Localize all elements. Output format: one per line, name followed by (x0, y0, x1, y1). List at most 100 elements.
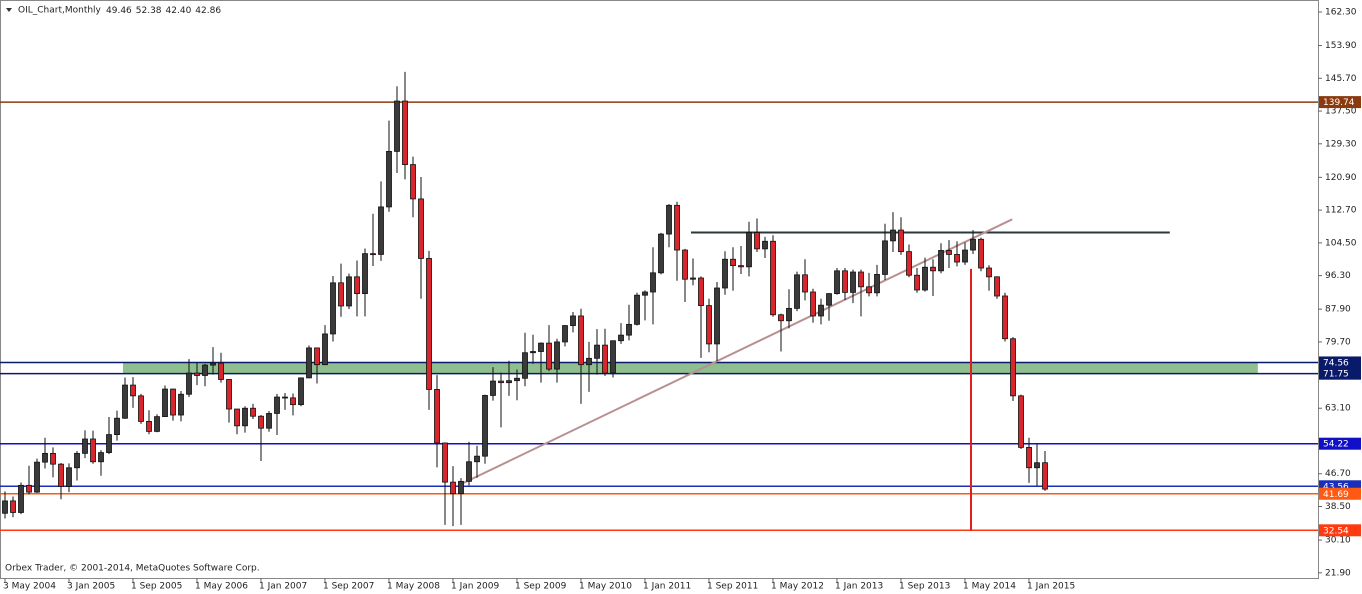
y-tick-label: 162.30 (1325, 7, 1357, 17)
x-tick-label: 1 Sep 2011 (707, 582, 758, 592)
candle-body (346, 276, 352, 307)
candle-body (266, 413, 272, 429)
x-tick-label: 1 Sep 2005 (131, 582, 182, 592)
candle-body (98, 452, 104, 463)
candle-body (234, 408, 240, 427)
ohlc-value: 42.40 (166, 6, 192, 16)
candle-body (770, 240, 776, 316)
candle-body (706, 305, 712, 345)
candle-body (34, 461, 40, 493)
candle-body (226, 379, 232, 410)
candle-body (490, 380, 496, 396)
candle-body (842, 270, 848, 293)
candle-body (714, 287, 720, 345)
menu-arrow[interactable] (6, 8, 12, 12)
candle-body (754, 232, 760, 250)
y-tick-label: 120.90 (1325, 173, 1357, 183)
support-zone (123, 362, 1258, 374)
candle-body (458, 480, 464, 495)
candle-body (986, 267, 992, 278)
candle-body (498, 380, 504, 384)
candle-body (826, 293, 832, 306)
candle-body (10, 500, 16, 513)
x-tick-label: 1 Jan 2015 (1027, 582, 1075, 592)
candle-body (682, 249, 688, 280)
candle-body (242, 407, 248, 427)
x-tick-label: 1 May 2014 (963, 582, 1016, 592)
level-label-box (1319, 356, 1361, 369)
candle-body (530, 351, 536, 354)
candle-body (730, 258, 736, 267)
candle-body (282, 396, 288, 399)
candle-body (394, 100, 400, 152)
y-tick-label: 79.70 (1325, 337, 1351, 347)
candle-body (674, 204, 680, 251)
candle-body (898, 229, 904, 253)
candle-body (594, 344, 600, 359)
candle-body (210, 362, 216, 366)
candle-body (666, 204, 672, 235)
candle-body (722, 258, 728, 289)
ohlc-value: 49.46 (106, 6, 132, 16)
candle-body (810, 291, 816, 317)
x-tick-label: 3 May 2004 (3, 582, 56, 592)
chart-title: OIL_Chart,Monthly (18, 6, 102, 16)
x-tick-label: 1 May 2012 (771, 582, 824, 592)
candle-body (778, 314, 784, 322)
x-tick-label: 1 May 2008 (387, 582, 440, 592)
candle-body (546, 342, 552, 370)
candle-body (658, 233, 664, 274)
candle-body (82, 438, 88, 454)
y-tick-label: 63.10 (1325, 404, 1351, 414)
candle-body (1042, 462, 1048, 490)
level-label: 41.69 (1323, 490, 1349, 500)
candle-body (178, 393, 184, 416)
candle-body (274, 396, 280, 414)
candle-body (738, 265, 744, 268)
y-tick-label: 21.90 (1325, 568, 1351, 578)
candle-body (794, 274, 800, 309)
candle-body (850, 271, 856, 293)
level-label-box (1319, 96, 1361, 109)
candle-body (18, 484, 24, 513)
candle-body (938, 250, 944, 272)
candle-body (946, 250, 952, 255)
candle-body (562, 325, 568, 343)
candle-body (570, 315, 576, 326)
level-label-box (1319, 524, 1361, 537)
x-tick-label: 1 Jan 2009 (451, 582, 499, 592)
x-tick-label: 1 May 2010 (579, 582, 632, 592)
candle-body (506, 380, 512, 384)
y-tick-label: 153.90 (1325, 41, 1357, 51)
level-label-box (1319, 487, 1361, 500)
candle-body (1034, 462, 1040, 469)
level-label: 54.22 (1323, 440, 1349, 450)
candle-body (482, 395, 488, 457)
candle-body (2, 500, 8, 514)
level-label: 71.75 (1323, 370, 1349, 380)
candle-body (602, 344, 608, 374)
candle-body (866, 286, 872, 294)
candle-body (50, 452, 56, 465)
candle-body (290, 397, 296, 406)
y-tick-label: 112.70 (1325, 206, 1357, 216)
x-tick-label: 1 Sep 2013 (899, 582, 950, 592)
candle-body (690, 277, 696, 280)
x-tick-label: 1 Jan 2011 (643, 582, 691, 592)
trend-line (459, 218, 1013, 486)
candle-body (26, 484, 32, 493)
candle-body (218, 362, 224, 380)
y-tick-label: 129.30 (1325, 139, 1357, 149)
candle-body (930, 266, 936, 272)
x-tick-label: 1 Sep 2009 (515, 582, 567, 592)
candle-body (450, 481, 456, 495)
candle-body (298, 377, 304, 406)
y-tick-label: 137.50 (1325, 107, 1357, 117)
ohlc-value: 52.38 (136, 6, 162, 16)
candle-body (914, 274, 920, 291)
x-tick-label: 1 Sep 2007 (323, 582, 374, 592)
candle-body (170, 388, 176, 416)
x-tick-label: 1 Jan 2013 (835, 582, 883, 592)
candle-body (186, 372, 192, 395)
